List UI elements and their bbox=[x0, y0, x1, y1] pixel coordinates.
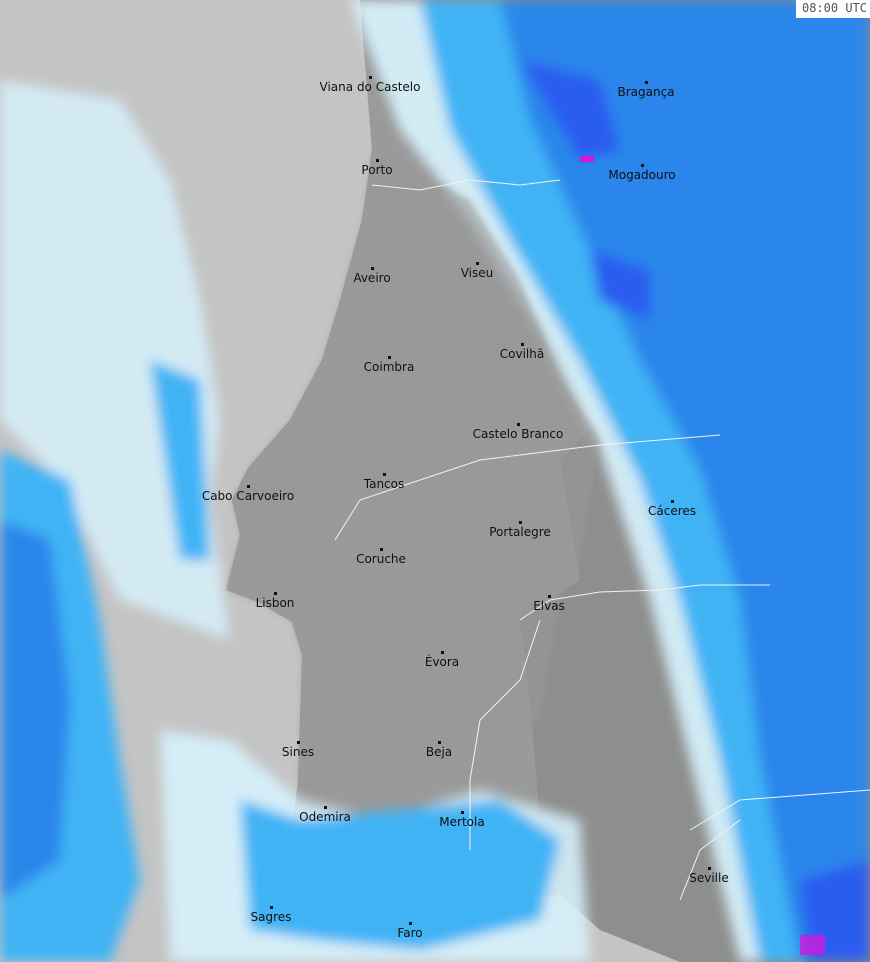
city-dot bbox=[521, 343, 524, 346]
city-label: Castelo Branco bbox=[472, 427, 564, 441]
city-dot bbox=[641, 164, 644, 167]
city-dot bbox=[383, 473, 386, 476]
city-label: Cáceres bbox=[647, 504, 697, 518]
city-label: Odemira bbox=[299, 810, 351, 824]
city-dot bbox=[708, 867, 711, 870]
city-dot bbox=[645, 81, 648, 84]
city-label: Viana do Castelo bbox=[319, 80, 421, 94]
city-label: Sines bbox=[281, 745, 315, 759]
city-dot bbox=[369, 76, 372, 79]
city-dot bbox=[671, 500, 674, 503]
city-label: Mertola bbox=[439, 815, 485, 829]
city-label: Porto bbox=[361, 163, 393, 177]
city-dot bbox=[476, 262, 479, 265]
city-dot bbox=[274, 592, 277, 595]
extreme-echo bbox=[580, 156, 594, 162]
city-dot bbox=[388, 356, 391, 359]
city-dot bbox=[548, 595, 551, 598]
borders bbox=[334, 179, 870, 901]
city-label: Elvas bbox=[533, 599, 565, 613]
city-label: Portalegre bbox=[489, 525, 551, 539]
city-dot bbox=[409, 922, 412, 925]
city-dot bbox=[297, 741, 300, 744]
city-dot bbox=[438, 741, 441, 744]
city-label: Viseu bbox=[460, 266, 494, 280]
city-label: Cabo Carvoeiro bbox=[201, 489, 295, 503]
city-dot bbox=[324, 806, 327, 809]
timestamp-label: 08:00 UTC bbox=[795, 0, 870, 18]
extreme-echo bbox=[800, 935, 825, 955]
city-label: Lisbon bbox=[255, 596, 295, 610]
city-label: Tancos bbox=[363, 477, 405, 491]
city-label: Faro bbox=[397, 926, 423, 940]
city-label: Coimbra bbox=[363, 360, 415, 374]
city-dot bbox=[376, 159, 379, 162]
city-dot bbox=[270, 906, 273, 909]
city-label: Sagres bbox=[250, 910, 292, 924]
city-label: Aveiro bbox=[353, 271, 391, 285]
city-dot bbox=[441, 651, 444, 654]
city-label: Beja bbox=[425, 745, 453, 759]
city-label: Évora bbox=[424, 655, 460, 669]
city-dot bbox=[461, 811, 464, 814]
land-portugal-overlay bbox=[226, 150, 600, 790]
city-label: Bragança bbox=[617, 85, 675, 99]
city-dot bbox=[371, 267, 374, 270]
city-dot bbox=[247, 485, 250, 488]
city-label: Coruche bbox=[356, 552, 406, 566]
city-label: Mogadouro bbox=[608, 168, 676, 182]
city-label: Covilhã bbox=[499, 347, 545, 361]
city-dot bbox=[519, 521, 522, 524]
city-dot bbox=[380, 548, 383, 551]
city-dot bbox=[517, 423, 520, 426]
city-label: Seville bbox=[689, 871, 729, 885]
